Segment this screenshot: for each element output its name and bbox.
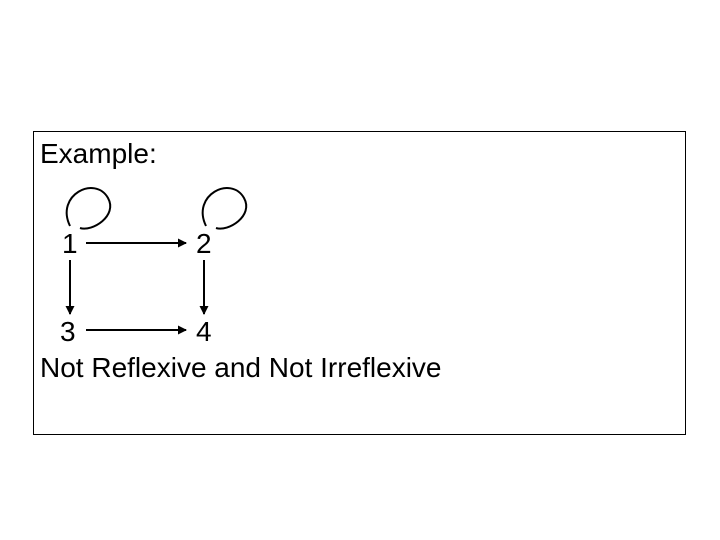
example-title: Example:	[40, 138, 157, 170]
caption-text: Not Reflexive and Not Irreflexive	[40, 352, 442, 384]
node-4-label: 4	[196, 316, 212, 348]
node-3-label: 3	[60, 316, 76, 348]
node-2-label: 2	[196, 228, 212, 260]
diagram-frame	[33, 131, 686, 435]
node-1-label: 1	[62, 228, 78, 260]
